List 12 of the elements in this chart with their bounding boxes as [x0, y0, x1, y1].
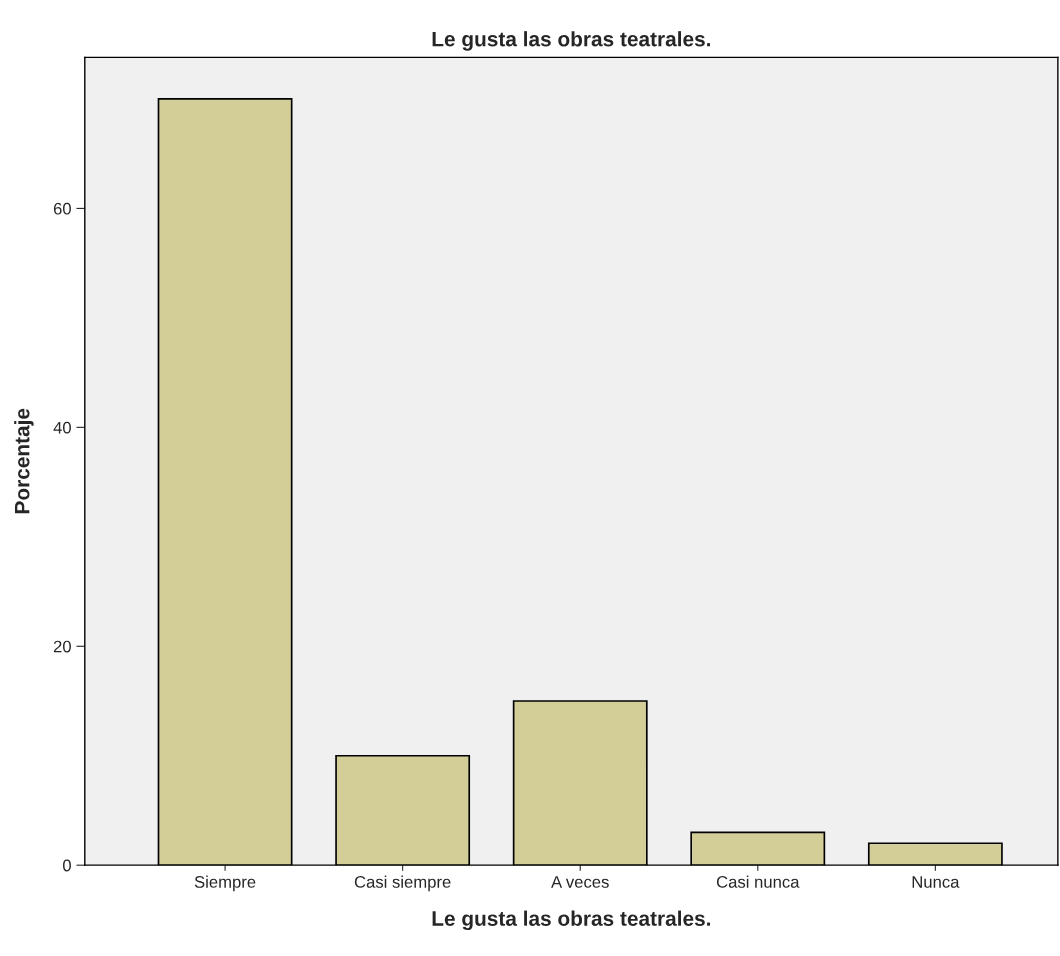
- y-axis-title: Porcentaje: [14, 408, 34, 514]
- x-tick-label: Casi nunca: [716, 875, 800, 888]
- y-tick-label: 20: [53, 640, 71, 653]
- y-tick-label: 0: [62, 859, 71, 872]
- chart-title: Le gusta las obras teatrales.: [432, 31, 711, 51]
- x-axis-title: Le gusta las obras teatrales.: [432, 910, 711, 931]
- y-tick-label: 40: [53, 421, 71, 434]
- x-tick-label: Nunca: [912, 876, 960, 888]
- y-tick-label: 60: [53, 202, 71, 215]
- x-tick-label: Casi siempre: [354, 875, 451, 892]
- x-tick-label: A veces: [551, 876, 609, 888]
- x-tick-label: Siempre: [194, 875, 256, 892]
